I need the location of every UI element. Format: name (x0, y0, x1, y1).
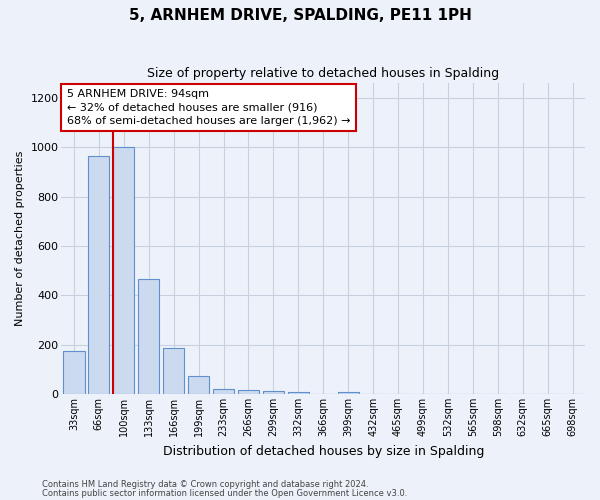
X-axis label: Distribution of detached houses by size in Spalding: Distribution of detached houses by size … (163, 444, 484, 458)
Bar (238, 390, 259, 394)
Bar (163, 348, 184, 394)
Text: 5 ARNHEM DRIVE: 94sqm
← 32% of detached houses are smaller (916)
68% of semi-det: 5 ARNHEM DRIVE: 94sqm ← 32% of detached … (67, 90, 350, 126)
Text: Contains HM Land Registry data © Crown copyright and database right 2024.: Contains HM Land Registry data © Crown c… (42, 480, 368, 489)
Bar (213, 388, 234, 394)
Bar (64, 351, 85, 394)
Y-axis label: Number of detached properties: Number of detached properties (15, 151, 25, 326)
Bar (188, 376, 209, 394)
Bar (338, 392, 359, 394)
Title: Size of property relative to detached houses in Spalding: Size of property relative to detached ho… (147, 68, 499, 80)
Bar (88, 156, 109, 394)
Bar (288, 392, 309, 394)
Bar (113, 147, 134, 394)
Bar (263, 391, 284, 394)
Text: 5, ARNHEM DRIVE, SPALDING, PE11 1PH: 5, ARNHEM DRIVE, SPALDING, PE11 1PH (128, 8, 472, 22)
Text: Contains public sector information licensed under the Open Government Licence v3: Contains public sector information licen… (42, 488, 407, 498)
Bar (138, 278, 160, 394)
